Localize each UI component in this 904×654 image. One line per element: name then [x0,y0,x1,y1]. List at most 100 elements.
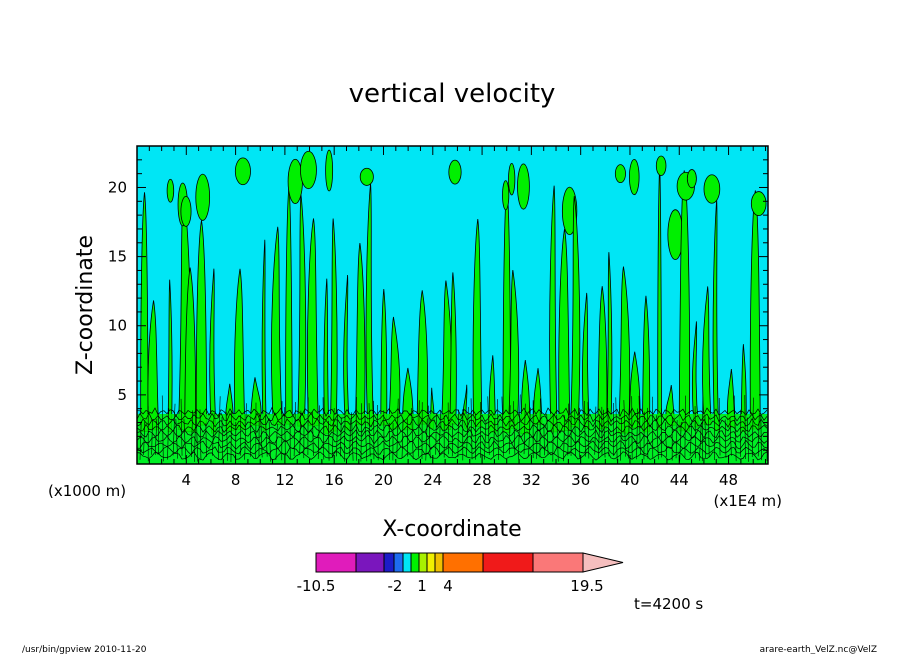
boundary-layer-contours [136,394,768,464]
contour-line [154,418,158,455]
contour-line [136,451,768,461]
contour-line [546,413,549,455]
positive-plume [641,295,651,433]
contour-line [194,400,197,462]
contour-line [351,412,354,461]
positive-plume-blob [508,162,516,196]
positive-plume [167,279,173,433]
contour-line [344,412,346,462]
contour-line [317,405,320,460]
contour-line [136,439,768,450]
contour-line [638,395,641,455]
contour-line [205,423,207,457]
contour-line [368,403,371,457]
contour-line [143,420,146,455]
positive-plume-blob [325,149,334,192]
contour-line [328,420,330,461]
contour-line [136,445,768,456]
positive-plume-blob [629,158,640,196]
contour-line [518,394,521,460]
positive-plume-blob [502,180,510,211]
colorbar-segment [355,552,385,573]
positive-plume [343,274,350,431]
positive-plume [261,239,267,431]
positive-plume [323,278,330,434]
contour-line [620,418,622,461]
contour-line [536,423,538,459]
positive-plume [570,196,581,428]
positive-plume-blob [655,155,667,176]
contour-line [175,419,178,459]
contour-line [484,421,487,460]
x-tick-label: 40 [620,471,639,489]
contour-line [597,415,601,459]
contour-line [299,410,302,455]
contour-line [615,397,618,461]
contour-line [180,398,183,456]
y-tick-label: 5 [117,386,127,404]
contour-line [574,407,576,457]
colorbar-tick-label: -2 [388,577,403,595]
x-axis: 4 8 12 16 20 24 28 32 36 40 44 48 [148,146,767,489]
contour-line [501,396,504,457]
contour-line [225,411,228,461]
positive-plume-blob [517,163,530,210]
colorbar-tick-label: 4 [443,577,453,595]
colorbar [315,552,624,573]
contour-line [699,422,702,461]
contour-line [584,400,586,457]
positive-plume [678,170,691,432]
positive-plume [507,269,520,429]
positive-plume [355,242,366,426]
contour-line [322,397,325,460]
positive-plume-blob [359,167,374,186]
contour-line [336,411,339,457]
positive-plume [234,268,246,431]
contour-line [628,409,630,459]
positive-plume [449,272,457,425]
contour-line [265,414,268,457]
y-scale-note: (x1000 m) [48,482,126,500]
contour-line [340,417,342,457]
x-tick-label: 44 [670,471,689,489]
contour-line [244,403,247,460]
x-tick-label: 12 [275,471,294,489]
contour-line [466,406,469,457]
contour-line [729,417,732,456]
contour-line [331,408,335,457]
colorbar-arrow [582,552,624,573]
positive-plume [597,286,608,430]
positive-plume [380,289,388,426]
contour-line [747,417,750,462]
contour-line [563,415,566,462]
contour-line [513,401,516,456]
contour-line [136,417,768,429]
contour-line [418,400,420,457]
positive-plume [488,355,497,433]
colorbar-segment [315,552,357,573]
plot-area [136,145,769,465]
colorbar-segment [482,552,534,573]
colorbar-segment [393,552,404,573]
contour-line [636,408,638,460]
contour-line [470,398,473,460]
contour-line [221,417,223,460]
positive-plume [140,192,149,432]
x-tick-label: 28 [473,471,492,489]
x-tick-label: 24 [423,471,442,489]
contour-line [528,407,531,457]
positive-plume-blob [703,174,721,204]
contour-line [675,420,678,459]
y-axis-label: Z-coordinate [73,235,98,375]
positive-plume [307,218,319,427]
positive-plume-blob [448,159,462,185]
colorbar-segment [532,552,584,573]
colorbar-tick-label: 19.5 [570,577,603,595]
x-tick-label: 4 [182,471,192,489]
colorbar-segment [402,552,412,573]
colorbar-segment [426,552,436,573]
positive-plume-blob [614,164,626,184]
contour-line [377,404,379,461]
contour-line [508,405,511,455]
contour-line [293,402,296,457]
